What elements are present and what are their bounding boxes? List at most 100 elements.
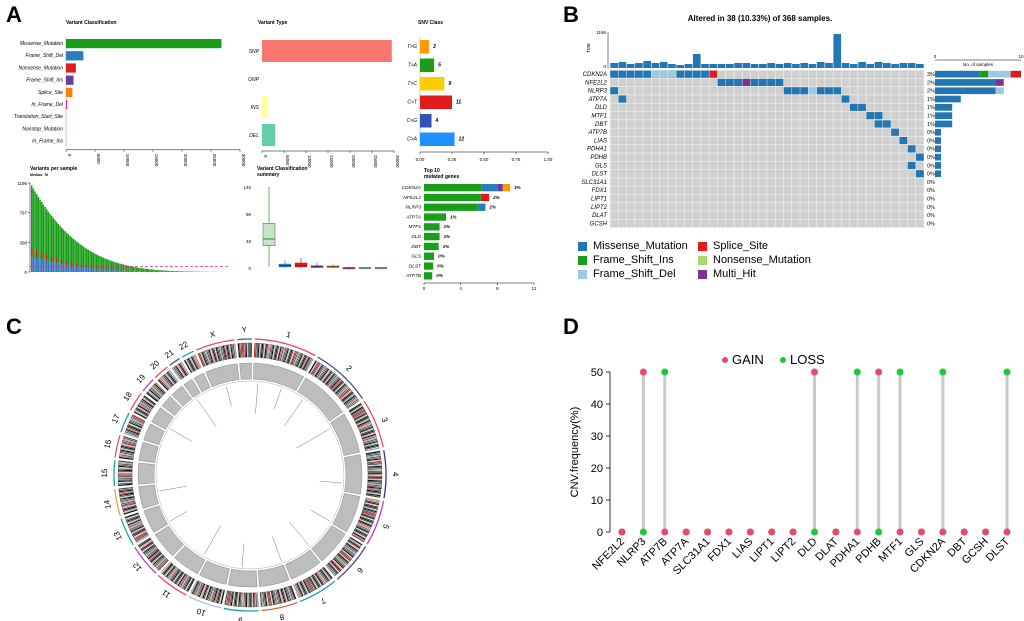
legend-item: Frame_Shift_Ins — [578, 254, 698, 266]
band-stripe — [134, 532, 148, 541]
sample-bar — [124, 270, 126, 272]
gene-label: DBT — [595, 122, 608, 128]
band-stripe — [367, 481, 382, 483]
tmb-bar — [899, 63, 908, 68]
band-stripe — [290, 585, 297, 600]
band-stripe — [353, 530, 367, 538]
band-stripe — [286, 349, 292, 363]
x-tick-label: 8 — [496, 286, 499, 291]
band-stripe — [297, 354, 304, 368]
band-stripe — [355, 416, 369, 424]
chromosome-outline — [120, 412, 130, 433]
cnv-track — [253, 362, 304, 392]
chromosome-outline — [383, 450, 387, 499]
sample-bar — [52, 262, 55, 272]
chromosome-label: 11 — [160, 587, 172, 599]
legend-swatch — [578, 255, 587, 265]
band-stripe — [265, 591, 269, 606]
band-stripe — [346, 542, 359, 552]
cnv-track — [154, 525, 185, 557]
band-stripe — [341, 549, 353, 559]
band-stripe — [298, 582, 306, 596]
band-stripe — [308, 576, 317, 590]
mutation-cell — [791, 87, 801, 95]
band-stripe — [121, 502, 136, 508]
chromosome-outline — [154, 366, 168, 379]
band-stripe — [174, 571, 184, 584]
band-stripe — [167, 567, 177, 579]
band-stripe — [232, 344, 236, 359]
legend-item: Multi_Hit — [698, 268, 818, 280]
band-stripe — [365, 500, 379, 504]
chromosome-outline — [261, 601, 298, 612]
band-stripe — [294, 583, 301, 598]
band-stripe — [164, 565, 175, 577]
band-stripe — [322, 567, 333, 579]
x-tick-label: 20000 — [183, 154, 188, 167]
band-stripe — [258, 343, 261, 358]
sample-bar — [57, 263, 60, 272]
band-stripe — [343, 394, 356, 405]
band-stripe — [118, 467, 133, 469]
band-stripe — [287, 349, 293, 364]
gene-link — [241, 543, 245, 567]
band-stripe — [130, 525, 144, 533]
band-stripe — [318, 570, 328, 583]
mutation-cell — [874, 120, 883, 128]
sample-bar — [59, 263, 61, 272]
band-stripe — [361, 431, 375, 437]
chromosome-outline — [114, 434, 121, 458]
band-stripe — [256, 343, 259, 358]
band-stripe — [367, 488, 382, 492]
tmb-bar — [734, 63, 742, 68]
chromosome-label: 13 — [112, 529, 124, 541]
chromosome-outline — [317, 356, 364, 399]
band-stripe — [363, 505, 378, 510]
band-stripe — [123, 507, 137, 512]
mutation-cell — [626, 70, 635, 78]
mutation-cell — [659, 70, 668, 78]
band-stripe — [331, 379, 342, 390]
band-stripe — [119, 495, 134, 499]
gene-label: NLRP3 — [588, 89, 608, 95]
bar-segment — [424, 242, 439, 251]
sample-bar — [67, 234, 70, 266]
sample-bar — [111, 270, 113, 272]
gene-link — [225, 386, 232, 407]
band-stripe — [359, 424, 373, 431]
band-stripe — [333, 557, 344, 569]
sample-bar — [31, 247, 33, 257]
band-stripe — [153, 555, 165, 566]
band-stripe — [196, 582, 203, 596]
mutation-cell — [634, 70, 644, 78]
percent-label: 0% — [927, 213, 935, 219]
legend-swatch — [698, 255, 707, 265]
sample-bar — [161, 270, 163, 272]
band-stripe — [356, 417, 370, 425]
loss-point — [639, 528, 647, 536]
chromosome-outline — [299, 580, 336, 603]
band-stripe — [173, 367, 182, 379]
band-stripe — [362, 508, 377, 514]
band-stripe — [308, 360, 317, 374]
band-stripe — [136, 534, 149, 543]
category-label: Frame_Shift_Del — [25, 53, 63, 59]
band-stripe — [126, 517, 141, 523]
tmb-bar — [618, 62, 627, 68]
y-tick-label: 0 — [24, 270, 27, 275]
count-bar — [935, 70, 980, 78]
percent-label: 3% — [927, 72, 935, 78]
band-stripe — [295, 583, 302, 597]
count-bar — [988, 70, 1011, 78]
y-tick-label: 398 — [19, 240, 27, 245]
band-stripe — [163, 564, 174, 576]
band-stripe — [162, 562, 172, 574]
mutation-cell — [775, 78, 784, 86]
band-stripe — [200, 584, 206, 598]
band-stripe — [285, 587, 290, 601]
band-stripe — [118, 463, 133, 466]
sample-bar — [94, 268, 96, 272]
band-stripe — [152, 554, 163, 564]
sample-bar — [129, 266, 131, 271]
